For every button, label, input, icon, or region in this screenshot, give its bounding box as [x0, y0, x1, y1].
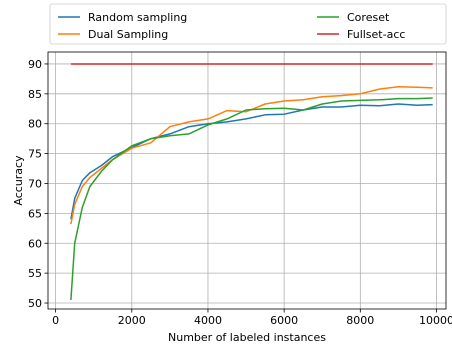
- x-tick-label: 2000: [118, 314, 146, 327]
- x-tick-label: 6000: [270, 314, 298, 327]
- x-axis-label: Number of labeled instances: [168, 331, 326, 344]
- y-tick-label: 50: [28, 297, 42, 310]
- legend: Random sampling Dual Sampling Coreset Fulls…: [49, 3, 447, 45]
- y-tick-label: 90: [28, 58, 42, 71]
- legend-label-coreset: Coreset: [347, 11, 390, 24]
- legend-label-fullset-acc: Fullset-acc: [347, 28, 405, 41]
- legend-label-random-sampling: Random sampling: [88, 11, 187, 24]
- x-tick-label: 4000: [194, 314, 222, 327]
- legend-box: [49, 3, 447, 45]
- grid: [48, 52, 446, 309]
- legend-label-dual-sampling: Dual Sampling: [88, 28, 168, 41]
- y-tick-label: 65: [28, 207, 42, 220]
- x-axis-ticks: 0 2000 4000 6000 8000 10000: [52, 309, 452, 327]
- plot-frame: [47, 51, 447, 310]
- y-tick-label: 85: [28, 88, 42, 101]
- y-tick-label: 60: [28, 237, 42, 250]
- legend-items: Random sampling Dual Sampling Coreset Fulls…: [58, 11, 405, 41]
- y-tick-label: 75: [28, 148, 42, 161]
- y-axis-label: Accuracy: [12, 155, 25, 206]
- series-line-random-sampling: [70, 103, 433, 220]
- y-tick-label: 80: [28, 118, 42, 131]
- x-tick-label: 8000: [346, 314, 374, 327]
- x-tick-label: 0: [52, 314, 59, 327]
- y-axis-ticks: 50 55 60 65 70 75 80 85 90: [28, 58, 48, 310]
- y-tick-label: 70: [28, 177, 42, 190]
- y-tick-label: 55: [28, 267, 42, 280]
- x-tick-label: 10000: [419, 314, 452, 327]
- series-lines: [70, 63, 433, 301]
- series-line-dual-sampling: [70, 85, 433, 225]
- series-line-coreset: [70, 97, 433, 301]
